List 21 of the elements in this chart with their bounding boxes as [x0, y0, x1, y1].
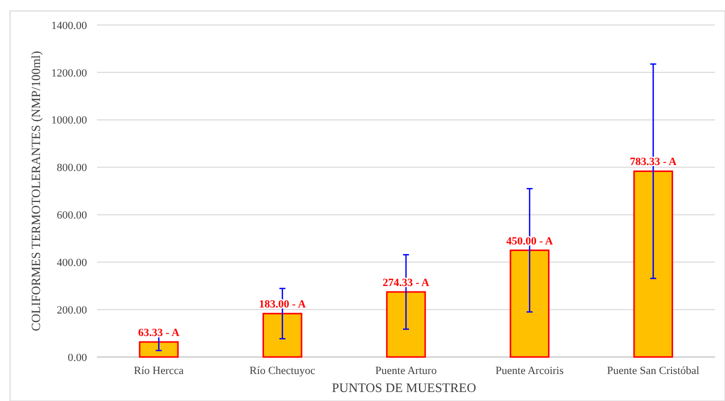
y-tick-label: 1200.00 — [51, 67, 88, 80]
y-tick-label: 600.00 — [56, 210, 88, 222]
y-tick-label: 1000.00 — [51, 114, 88, 127]
x-axis-title: PUNTOS DE MUESTREO — [332, 380, 476, 395]
y-tick-label: 800.00 — [56, 162, 88, 174]
x-tick-label: Río Hercca — [134, 365, 184, 377]
bar — [510, 250, 550, 358]
x-tick-label: Puente Arcoiris — [496, 365, 564, 377]
bar — [262, 312, 302, 358]
y-tick-label: 0.00 — [68, 352, 88, 364]
x-tick-label: Puente San Cristóbal — [607, 365, 700, 377]
x-tick-label: Río Chectuyoc — [250, 365, 316, 377]
bar — [138, 341, 179, 358]
bar — [386, 291, 426, 358]
x-tick-label: Puente Arturo — [375, 365, 438, 377]
y-tick-label: 400.00 — [56, 256, 88, 269]
y-axis-title: COLIFORMES TERMOTOLERANTES (NMP/100ml) — [29, 50, 43, 332]
y-tick-label: 200.00 — [56, 304, 88, 316]
data-label: 63.33 - A — [138, 326, 180, 339]
y-tick-label: 1400.00 — [51, 20, 88, 32]
bar — [633, 170, 674, 358]
